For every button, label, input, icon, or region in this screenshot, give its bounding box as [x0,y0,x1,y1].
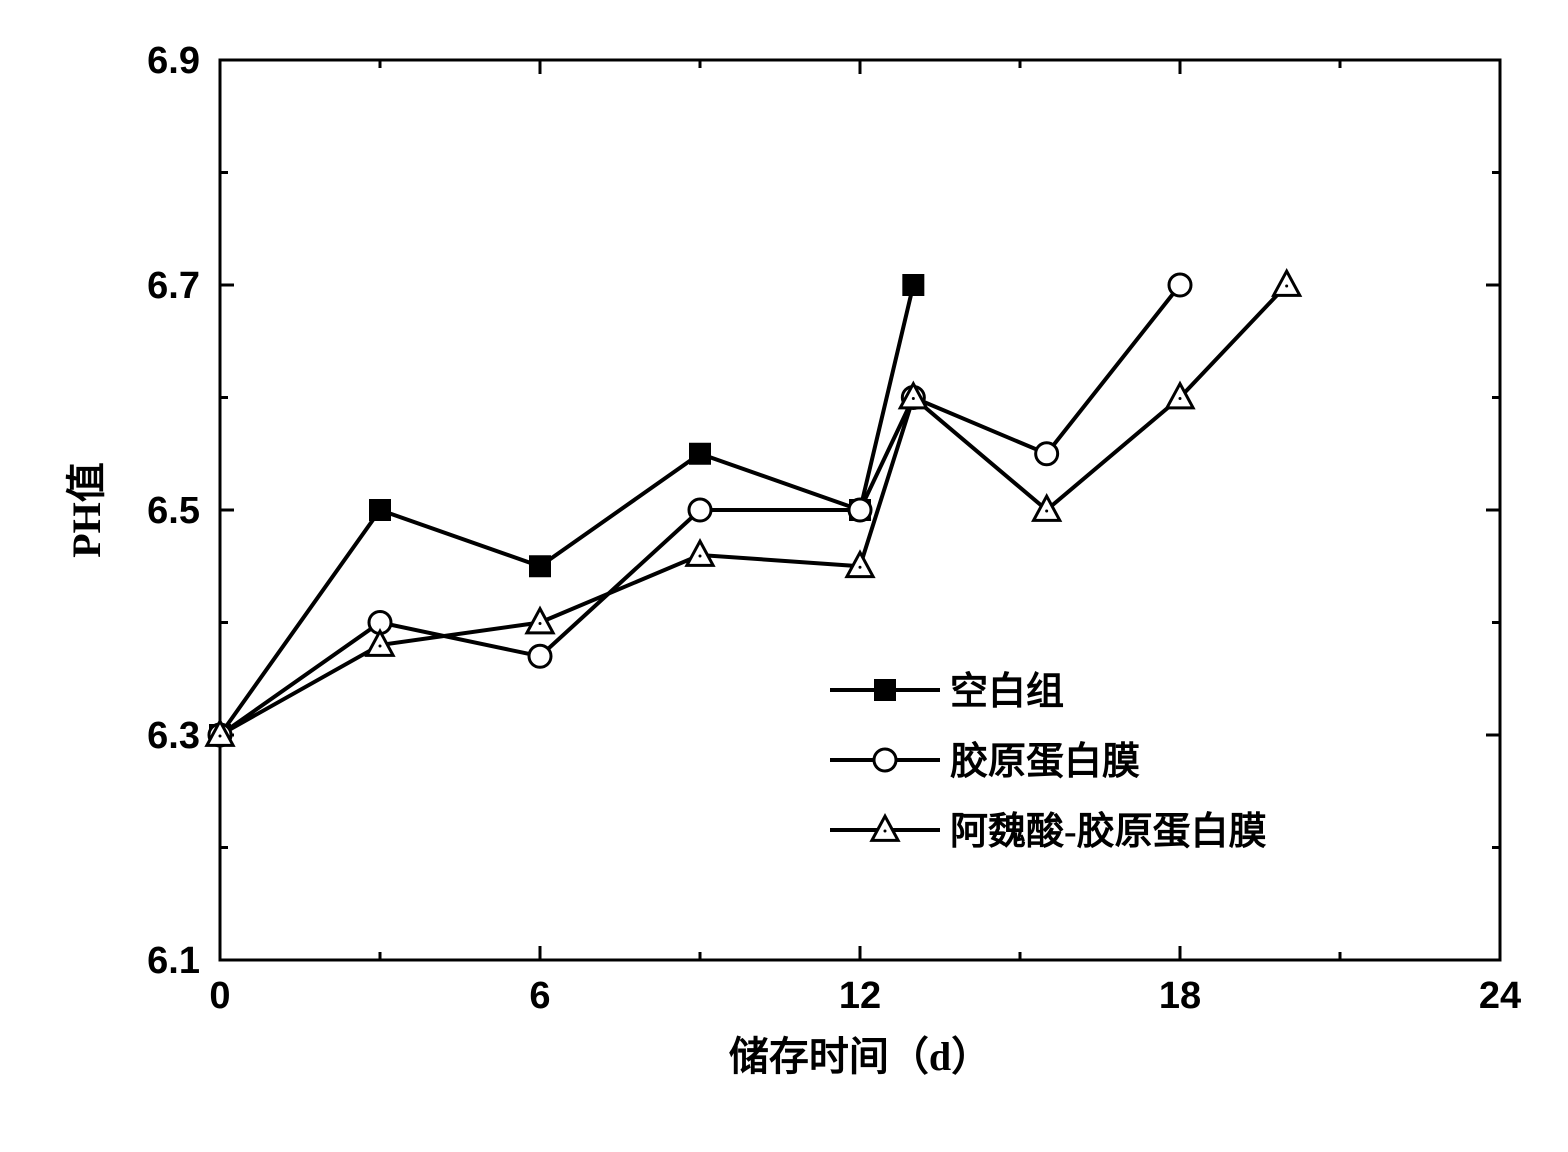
svg-text:18: 18 [1159,975,1201,1017]
svg-text:24: 24 [1479,975,1521,1017]
svg-text:6.5: 6.5 [147,490,200,532]
svg-text:PH值: PH值 [64,462,109,558]
svg-text:6: 6 [529,975,550,1017]
line-chart: 0 6 12 18 24 6.1 6.3 6.5 6.7 6.9 储存时间（d） PH值空白组胶原蛋白… [0,0,1568,1152]
svg-text:12: 12 [839,975,881,1017]
chart-container: 0 6 12 18 24 6.1 6.3 6.5 6.7 6.9 储存时间（d） PH值空白组胶原蛋白… [0,0,1568,1152]
svg-text:0: 0 [209,975,230,1017]
svg-text:储存时间（d）: 储存时间（d） [729,1034,991,1079]
svg-text:空白组: 空白组 [950,671,1064,713]
svg-text:6.1: 6.1 [147,940,200,982]
svg-text:胶原蛋白膜: 胶原蛋白膜 [950,741,1140,783]
svg-text:6.3: 6.3 [147,715,200,757]
svg-text:6.9: 6.9 [147,40,200,82]
svg-text:阿魏酸-胶原蛋白膜: 阿魏酸-胶原蛋白膜 [950,811,1267,853]
svg-text:6.7: 6.7 [147,265,200,307]
